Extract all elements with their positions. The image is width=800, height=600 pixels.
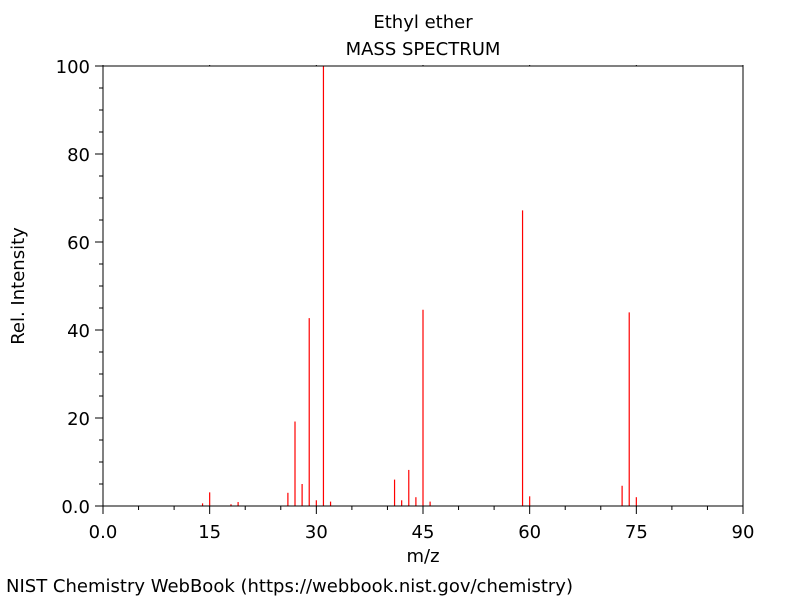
peaks-group	[201, 66, 637, 506]
y-tick-label: 40	[67, 321, 90, 342]
y-tick-label: 0.0	[61, 497, 90, 518]
x-tick-label: 90	[732, 522, 755, 543]
y-tick-label: 100	[56, 57, 90, 78]
x-tick-label: 0.0	[89, 522, 118, 543]
chart-title: Ethyl ether	[373, 12, 473, 33]
x-axis-label: m/z	[406, 546, 439, 567]
axis-ticks: 0.0 15 30 45 60 75 90 0.0 20 40 60 80 100	[56, 57, 755, 543]
x-tick-label: 60	[518, 522, 541, 543]
chart-subtitle: MASS SPECTRUM	[346, 39, 501, 60]
y-tick-label: 60	[67, 233, 90, 254]
x-tick-label: 75	[625, 522, 648, 543]
x-tick-label: 45	[412, 522, 435, 543]
source-credit: NIST Chemistry WebBook (https://webbook.…	[6, 576, 573, 597]
x-tick-label: 30	[305, 522, 328, 543]
y-tick-label: 80	[67, 145, 90, 166]
x-tick-label: 15	[198, 522, 221, 543]
y-axis-label: Rel. Intensity	[8, 227, 29, 345]
y-tick-label: 20	[67, 409, 90, 430]
